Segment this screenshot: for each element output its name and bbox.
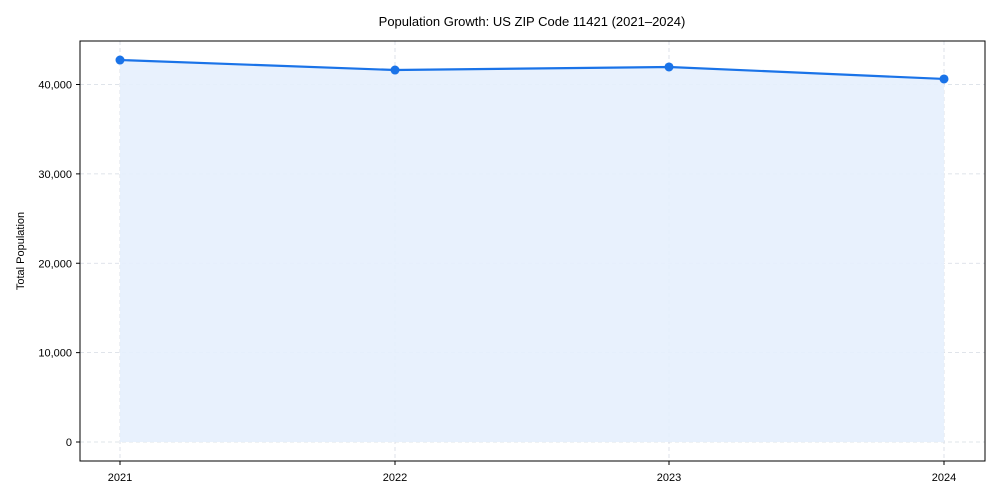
x-tick-label: 2024	[932, 472, 956, 484]
area-fill	[120, 60, 944, 442]
data-point	[115, 55, 125, 65]
y-tick-label: 10,000	[38, 348, 72, 360]
y-tick-label: 40,000	[38, 80, 72, 92]
data-line	[119, 58, 945, 81]
y-axis-ticks: 0 10,000 20,000 30,000 40,000	[38, 80, 80, 449]
x-tick-label: 2021	[108, 472, 132, 484]
x-tick-label: 2022	[383, 472, 407, 484]
y-tick-label: 30,000	[38, 169, 72, 181]
chart-title: Population Growth: US ZIP Code 11421 (20…	[379, 14, 686, 29]
y-axis-label: Total Population	[15, 212, 27, 290]
data-point	[390, 65, 400, 75]
plot-frame	[79, 40, 986, 462]
y-tick-label: 0	[66, 437, 72, 449]
y-tick-label: 20,000	[38, 258, 72, 270]
data-point	[664, 62, 674, 72]
data-point	[939, 74, 949, 84]
x-tick-label: 2023	[657, 472, 681, 484]
x-axis-ticks: 2021 2022 2023 2024	[108, 461, 956, 484]
data-points	[115, 55, 949, 84]
